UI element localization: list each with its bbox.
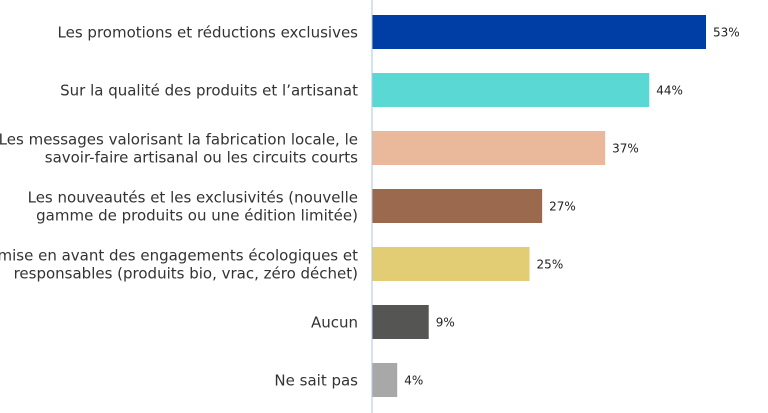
category-label-0-line-0: Les promotions et réductions exclusives: [58, 24, 359, 42]
bar-0: [372, 15, 706, 49]
bar-5: [372, 305, 429, 339]
category-label-0: Les promotions et réductions exclusives: [58, 24, 359, 42]
bar-1: [372, 73, 650, 107]
bar-3: [372, 189, 543, 223]
category-label-6-line-0: Ne sait pas: [274, 372, 358, 390]
category-label-3-line-0: Les nouveautés et les exclusivités (nouv…: [28, 189, 358, 207]
category-label-5-line-0: Aucun: [311, 314, 358, 332]
value-label-3: 27%: [549, 200, 576, 214]
bar-4: [372, 247, 530, 281]
category-label-1: Sur la qualité des produits et l’artisan…: [60, 82, 358, 100]
value-label-5: 9%: [436, 316, 455, 330]
category-label-2-line-0: Les messages valorisant la fabrication l…: [0, 131, 358, 149]
category-label-4: a mise en avant des engagements écologiq…: [0, 247, 358, 283]
category-label-5: Aucun: [311, 314, 358, 332]
value-label-4: 25%: [537, 258, 564, 272]
value-label-6: 4%: [404, 374, 423, 388]
value-label-2: 37%: [612, 142, 639, 156]
category-label-2-line-1: savoir-faire artisanal ou les circuits c…: [45, 149, 358, 167]
category-label-1-line-0: Sur la qualité des produits et l’artisan…: [60, 82, 358, 100]
bar-6: [372, 363, 398, 397]
bar-2: [372, 131, 606, 165]
category-label-3-line-1: gamme de produits ou une édition limitée…: [36, 207, 358, 225]
category-label-4-line-0: a mise en avant des engagements écologiq…: [0, 247, 358, 265]
value-label-1: 44%: [656, 84, 683, 98]
category-label-2: Les messages valorisant la fabrication l…: [0, 131, 358, 167]
category-label-4-line-1: responsables (produits bio, vrac, zéro d…: [14, 265, 358, 283]
category-label-3: Les nouveautés et les exclusivités (nouv…: [28, 189, 358, 225]
category-label-6: Ne sait pas: [274, 372, 358, 390]
value-label-0: 53%: [713, 26, 740, 40]
